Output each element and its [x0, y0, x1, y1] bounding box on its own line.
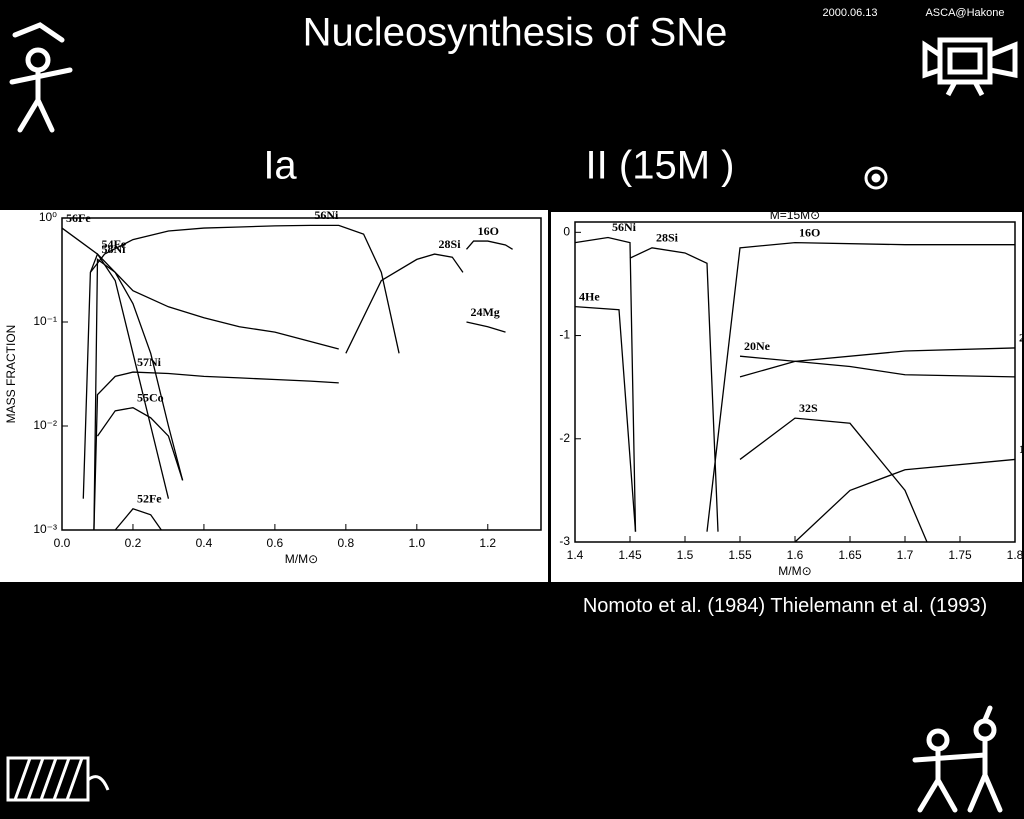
x-tick-label: 0.2 — [125, 536, 142, 550]
series-line — [82, 252, 184, 499]
series-line — [61, 227, 170, 499]
series-line — [466, 321, 506, 333]
x-tick-label: 1.5 — [677, 548, 694, 562]
series-line — [114, 508, 162, 531]
chart-panel — [551, 212, 1022, 582]
chart: 1.4 1.45 1.5 1.55 1.6 1.65 1.7 1.75 1.8 0 -1 -2 -3 M/… — [551, 208, 1024, 582]
x-tick-label: 1.6 — [787, 548, 804, 562]
series-label: 24Mg — [1019, 331, 1024, 345]
series-label: 4He — [579, 289, 600, 303]
series-line — [794, 458, 1016, 543]
series-label: 32S — [799, 401, 818, 415]
series-label: 20Ne — [744, 339, 771, 353]
x-tick-label: 0.4 — [196, 536, 213, 550]
x-tick-label: 0.6 — [267, 536, 284, 550]
series-label: 28Si — [656, 231, 679, 245]
y-tick-label: 10⁻¹ — [33, 314, 57, 328]
sun-symbol — [864, 166, 888, 190]
x-tick-label: 1.8 — [1007, 548, 1024, 562]
y-tick-label: 0 — [563, 224, 570, 238]
x-tick-label: 0.8 — [338, 536, 355, 550]
chart-panel — [0, 210, 548, 582]
hatched-box-icon — [6, 756, 110, 802]
y-tick-label: 10⁻² — [33, 418, 57, 432]
series-line — [93, 258, 339, 531]
x-axis-label: M/M⊙ — [285, 552, 318, 566]
series-label: 28Si — [439, 237, 462, 251]
series-label: 12C — [1019, 442, 1024, 456]
x-tick-label: 1.7 — [897, 548, 914, 562]
series-label: 55Co — [137, 390, 164, 404]
y-tick-label: 10⁰ — [39, 210, 57, 224]
panel-label: II (15M ) — [586, 144, 735, 188]
series-label: 58Ni — [101, 242, 126, 256]
series-line — [89, 224, 400, 354]
series-label: 56Fe — [66, 211, 91, 225]
series-label: 56Ni — [612, 220, 637, 234]
x-tick-label: 1.2 — [479, 536, 496, 550]
series-line — [706, 241, 1015, 532]
date: 2000.06.13 — [822, 7, 877, 19]
y-tick-label: -2 — [559, 431, 570, 445]
chart: 0.0 0.2 0.4 0.6 0.8 1.0 1.2 10⁰ 10⁻¹ 10⁻² 10⁻³ M/M⊙… — [0, 208, 548, 582]
slide-title: Nucleosynthesis of SNe — [303, 11, 728, 55]
y-tick-label: -1 — [559, 328, 570, 342]
series-label: 56Ni — [314, 208, 339, 222]
camera-icon — [922, 37, 1018, 97]
series-label: 54Fe — [101, 237, 126, 251]
x-tick-label: 1.65 — [838, 548, 862, 562]
series-line — [629, 247, 719, 532]
series-label: 16O — [799, 225, 820, 239]
series-line — [574, 305, 637, 532]
series-label: 24Mg — [470, 305, 499, 319]
venue: ASCA@Hakone — [925, 7, 1004, 19]
series-line — [739, 355, 1016, 378]
series-line — [465, 240, 513, 250]
series-label: 16O — [478, 224, 499, 238]
caption: Nomoto et al. (1984) Thielemann et al. (… — [583, 595, 987, 617]
y-tick-label: -3 — [559, 534, 570, 548]
x-axis-label: M/M⊙ — [778, 564, 811, 578]
series-line — [739, 347, 1016, 378]
y-axis-label: MASS FRACTION — [4, 325, 18, 424]
panel-label: Ia — [263, 144, 297, 188]
x-tick-label: 1.0 — [408, 536, 425, 550]
series-line — [96, 407, 184, 481]
caption-text: Nomoto et al. (1984) Thielemann et al. (… — [583, 595, 987, 617]
plot-frame — [61, 217, 542, 531]
x-tick-label: 0.0 — [54, 536, 71, 550]
series-line — [574, 236, 637, 532]
stick-figure-icon — [9, 22, 73, 133]
series-line — [93, 371, 339, 531]
series-line — [345, 253, 464, 354]
y-tick-label: 10⁻³ — [33, 522, 57, 536]
x-tick-label: 1.55 — [728, 548, 752, 562]
x-tick-label: 1.4 — [567, 548, 584, 562]
series-line — [739, 417, 928, 543]
two-figures-icon — [912, 705, 1003, 813]
series-label: 52Fe — [137, 492, 162, 506]
series-label: 57Ni — [137, 355, 162, 369]
x-tick-label: 1.75 — [948, 548, 972, 562]
x-tick-label: 1.45 — [618, 548, 642, 562]
chart-title: M=15M⊙ — [770, 208, 820, 222]
